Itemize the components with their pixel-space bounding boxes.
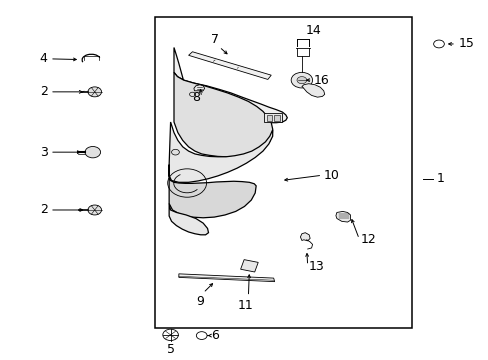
Bar [274, 115, 279, 121]
Text: 11: 11 [237, 299, 253, 312]
Text: 10: 10 [323, 169, 339, 182]
Circle shape [189, 92, 195, 96]
Text: 14: 14 [305, 24, 321, 37]
Text: 3: 3 [40, 146, 47, 159]
Text: 6: 6 [211, 329, 219, 342]
Text: 13: 13 [308, 260, 324, 273]
Text: 2: 2 [40, 85, 47, 98]
Polygon shape [169, 165, 256, 218]
Circle shape [88, 87, 102, 97]
Bar [154, 17, 411, 328]
Polygon shape [188, 52, 271, 80]
Polygon shape [174, 72, 272, 157]
Circle shape [171, 149, 179, 155]
Polygon shape [169, 122, 272, 182]
Circle shape [433, 40, 444, 48]
Text: 12: 12 [360, 233, 375, 246]
Text: 9: 9 [195, 295, 203, 308]
Text: 7: 7 [211, 33, 219, 46]
Text: 1: 1 [436, 172, 444, 185]
Text: 2: 2 [40, 203, 47, 216]
Polygon shape [174, 48, 287, 123]
Polygon shape [179, 274, 274, 282]
Circle shape [290, 72, 312, 88]
Polygon shape [300, 233, 309, 241]
Polygon shape [194, 85, 204, 91]
Polygon shape [264, 113, 282, 122]
Circle shape [85, 147, 101, 158]
Text: 4: 4 [40, 52, 47, 66]
Bar [240, 260, 258, 272]
Text: 16: 16 [313, 74, 328, 87]
Bar [266, 115, 272, 121]
Polygon shape [301, 84, 324, 97]
Text: 15: 15 [458, 37, 473, 50]
Circle shape [163, 329, 178, 341]
Circle shape [88, 205, 102, 215]
Text: 5: 5 [166, 343, 174, 356]
Circle shape [196, 332, 206, 339]
Polygon shape [335, 211, 350, 222]
Text: 8: 8 [191, 91, 200, 104]
Polygon shape [169, 204, 208, 235]
Circle shape [296, 77, 306, 84]
